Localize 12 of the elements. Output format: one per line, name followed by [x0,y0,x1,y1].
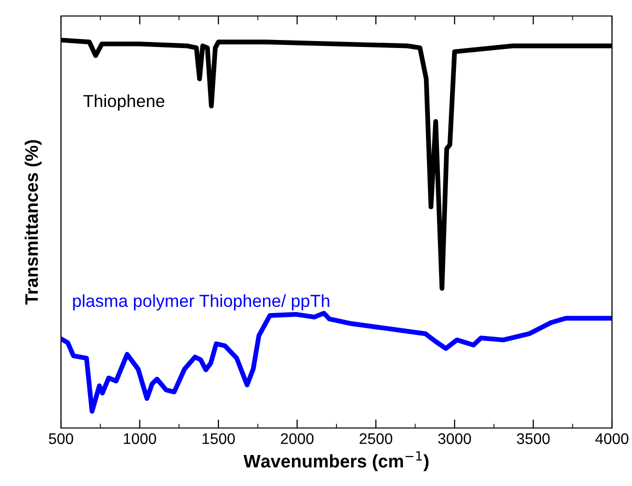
x-tick-label: 2500 [360,433,392,444]
x-tick-label: 500 [48,433,74,444]
text: Thiophene [83,94,164,111]
x-tick-label: 4000 [595,433,628,444]
x-axis-title: Wavenumbers (cm$^{−1}$) [244,451,428,472]
series-label: plasma polymer Thiophene/ ppTh [73,294,330,310]
x-tick-label: 1000 [124,433,156,444]
x-tick-label: 3000 [438,433,471,444]
y-axis-title: Transmittances (%) [24,140,42,305]
x-tick-label: 3500 [516,433,550,444]
x-tick-label: 2000 [280,433,314,444]
x-tick-label: 1500 [202,433,235,444]
